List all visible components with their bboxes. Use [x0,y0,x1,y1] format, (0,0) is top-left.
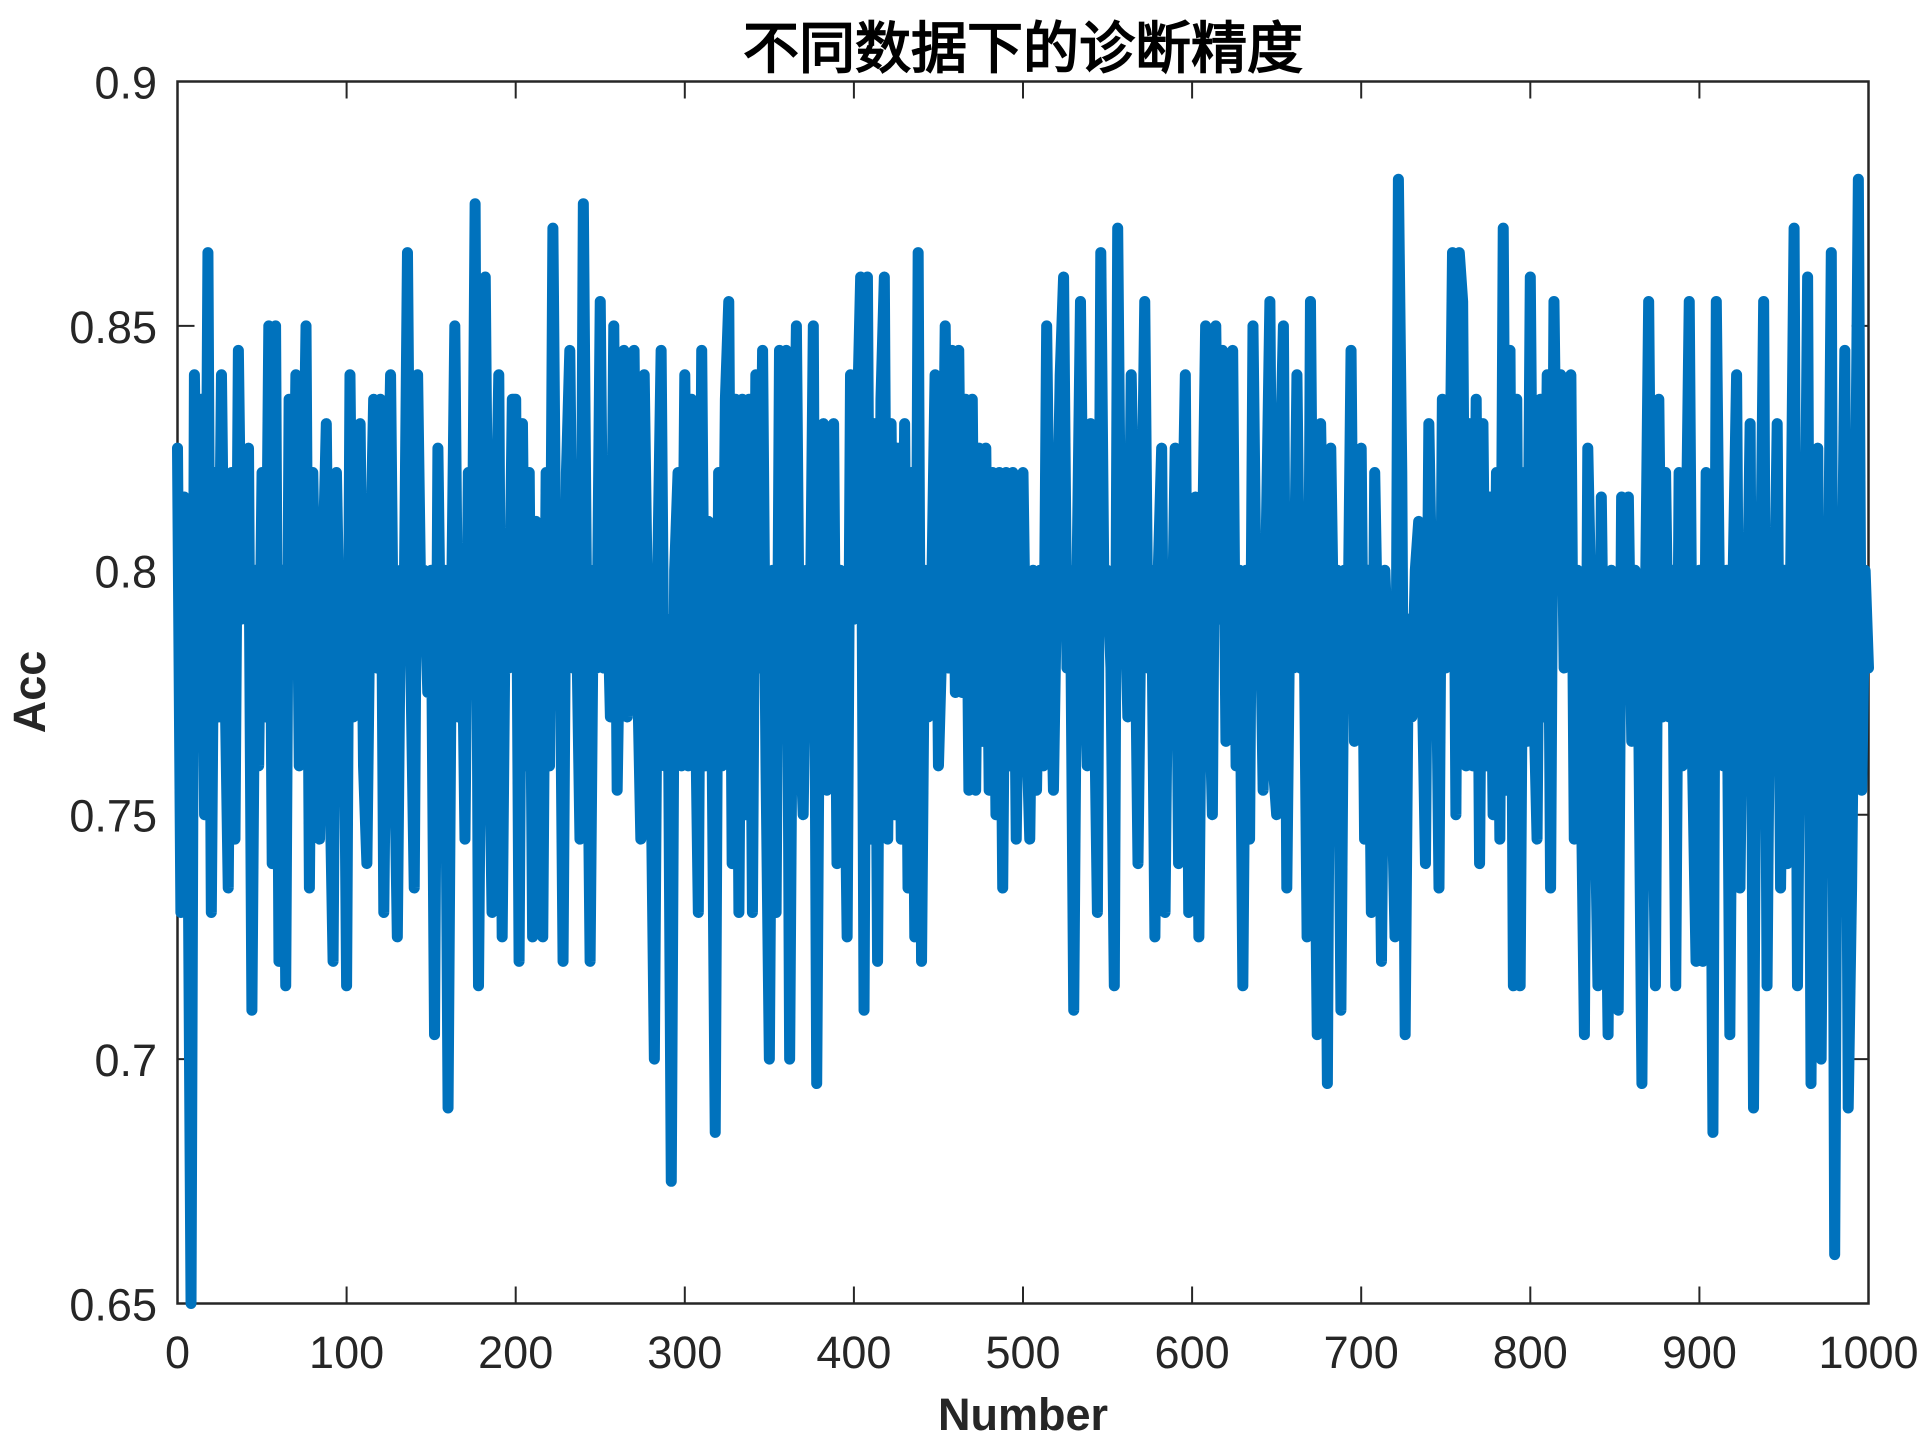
x-axis-tick-labels: 0 100 200 300 400 500 600 700 800 900 1000 [165,1327,1919,1378]
x-tick-label: 800 [1493,1327,1568,1378]
acc-data-line [172,173,1874,1309]
y-axis-tick-labels: 0.65 0.7 0.75 0.8 0.85 0.9 [69,58,157,1331]
y-tick-label: 0.7 [94,1035,157,1086]
x-tick-label: 700 [1324,1327,1399,1378]
x-tick-label: 200 [478,1327,553,1378]
x-tick-label: 900 [1662,1327,1737,1378]
x-tick-label: 500 [985,1327,1060,1378]
y-tick-label: 0.65 [69,1280,157,1331]
x-tick-label: 300 [647,1327,722,1378]
y-tick-label: 0.85 [69,302,157,353]
x-tick-label: 100 [309,1327,384,1378]
x-tick-label: 400 [816,1327,891,1378]
y-axis-label: Acc [4,651,55,734]
data-series-layer [172,173,1874,1309]
x-tick-label: 0 [165,1327,190,1378]
x-tick-label: 600 [1155,1327,1230,1378]
chart-title: 不同数据下的诊断精度 [743,16,1303,82]
y-tick-label: 0.8 [94,546,157,597]
x-tick-label: 1000 [1818,1327,1918,1378]
y-tick-label: 0.9 [94,58,157,109]
y-tick-label: 0.75 [69,791,157,842]
tick-marks [176,80,1870,1305]
x-axis-label: Number [938,1389,1108,1440]
